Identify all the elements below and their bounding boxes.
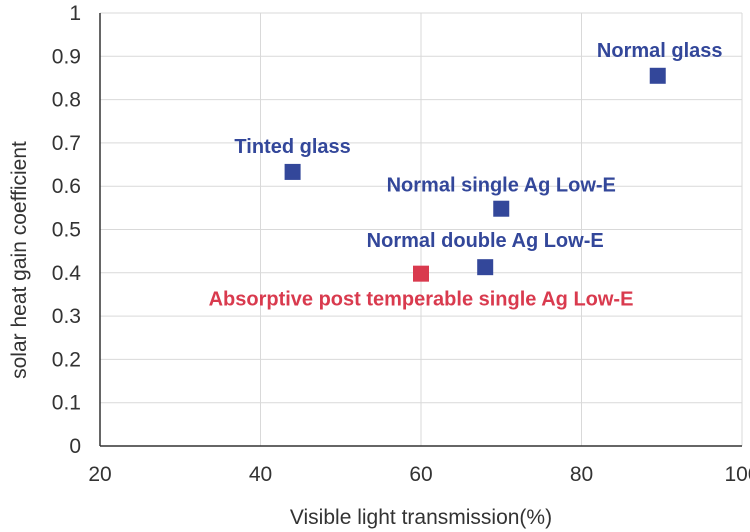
y-tick-label: 0 <box>69 435 81 458</box>
x-tick-labels: 20 40 60 80 100 <box>88 463 750 486</box>
x-tick-label: 20 <box>88 463 111 486</box>
point-label: Absorptive post temperable single Ag Low… <box>209 289 634 311</box>
y-tick-label: 0.9 <box>52 45 81 68</box>
point-label: Normal glass <box>597 40 723 62</box>
y-tick-labels: 0 0.1 0.2 0.3 0.4 0.5 0.6 0.7 0.8 0.9 1 <box>52 2 82 458</box>
x-tick-label: 80 <box>570 463 593 486</box>
point-label: Normal double Ag Low-E <box>367 230 604 252</box>
x-axis-title: Visible light transmission(%) <box>290 506 552 529</box>
y-tick-label: 0.2 <box>52 348 81 371</box>
y-tick-label: 0.7 <box>52 132 81 155</box>
y-tick-label: 0.4 <box>52 262 82 285</box>
data-point <box>493 200 510 217</box>
y-tick-label: 1 <box>69 2 81 25</box>
y-tick-label: 0.3 <box>52 305 81 328</box>
data-point <box>284 163 301 180</box>
point-labels: Normal glass Tinted glass Normal single Ag… <box>209 40 723 311</box>
y-tick-label: 0.6 <box>52 175 81 198</box>
point-label: Normal single Ag Low-E <box>387 175 616 197</box>
y-tick-label: 0.1 <box>52 392 81 415</box>
x-tick-label: 60 <box>409 463 432 486</box>
y-tick-label: 0.8 <box>52 89 81 112</box>
x-tick-label: 40 <box>249 463 272 486</box>
data-points <box>284 67 666 282</box>
axes <box>99 13 742 447</box>
y-tick-label: 0.5 <box>52 219 81 242</box>
data-point <box>649 67 666 84</box>
y-axis-title: solar heat gain coefficient <box>8 141 31 379</box>
data-point <box>413 265 429 282</box>
x-tick-label: 100 <box>724 463 750 486</box>
point-label: Tinted glass <box>234 136 350 158</box>
data-point <box>477 259 494 276</box>
